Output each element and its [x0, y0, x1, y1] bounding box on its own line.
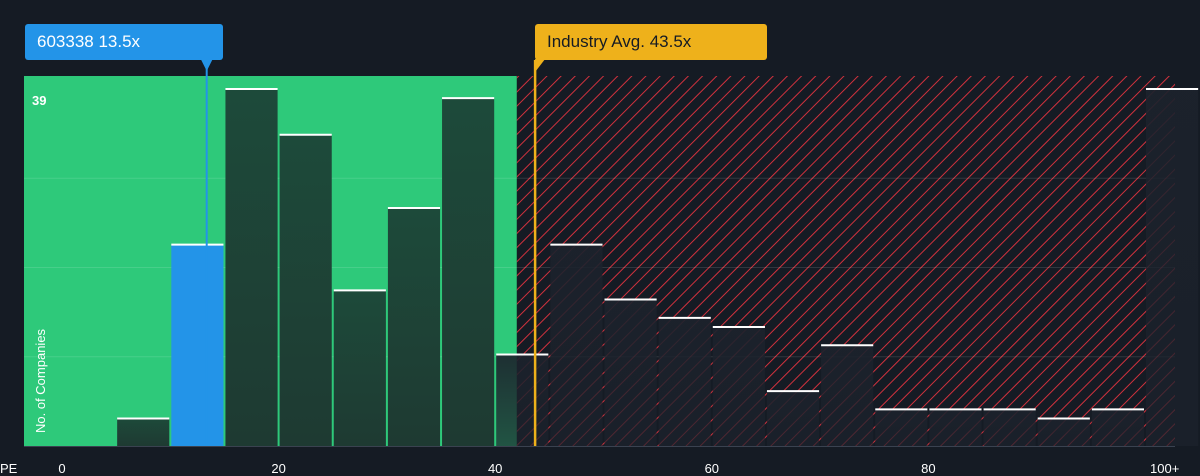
histogram-bar-18	[1037, 418, 1090, 446]
histogram-bar-20	[1146, 89, 1199, 446]
x-tick-label-0: 0	[58, 461, 65, 476]
histogram-bar-14	[821, 345, 874, 446]
y-axis-max-label: 39	[32, 93, 46, 108]
x-tick-label-20: 20	[271, 461, 285, 476]
histogram-bar-13	[766, 391, 820, 446]
y-axis-title: No. of Companies	[33, 328, 48, 433]
x-tick-label-60: 60	[705, 461, 719, 476]
histogram-bar-12	[712, 327, 765, 446]
industry-average-callout: Industry Avg. 43.5x	[535, 24, 767, 60]
industry-callout-pointer	[535, 59, 546, 72]
histogram-bar-2	[171, 244, 224, 446]
x-axis-title: PE	[0, 461, 18, 476]
histogram-bar-5	[333, 290, 386, 446]
company-callout-pointer	[200, 59, 213, 71]
histogram-bar-4	[279, 134, 332, 446]
histogram-bar-19	[1091, 409, 1144, 446]
histogram-bar-9	[550, 244, 603, 446]
histogram-bar-6	[387, 208, 441, 446]
histogram-bar-16	[929, 409, 982, 446]
x-tick-label-40: 40	[488, 461, 502, 476]
histogram-bar-10	[604, 299, 657, 446]
x-tick-label-100plus: 100+	[1150, 461, 1179, 476]
company-pe-callout: 603338 13.5x	[25, 24, 223, 60]
histogram-bar-1	[117, 418, 170, 446]
histogram-bar-11	[658, 317, 711, 446]
histogram-bar-17	[983, 409, 1036, 446]
x-tick-label-80: 80	[921, 461, 935, 476]
histogram-bar-7	[442, 98, 495, 447]
histogram-bar-3	[225, 89, 278, 446]
histogram-bar-15	[875, 409, 928, 446]
histogram-bar-8	[496, 354, 549, 446]
